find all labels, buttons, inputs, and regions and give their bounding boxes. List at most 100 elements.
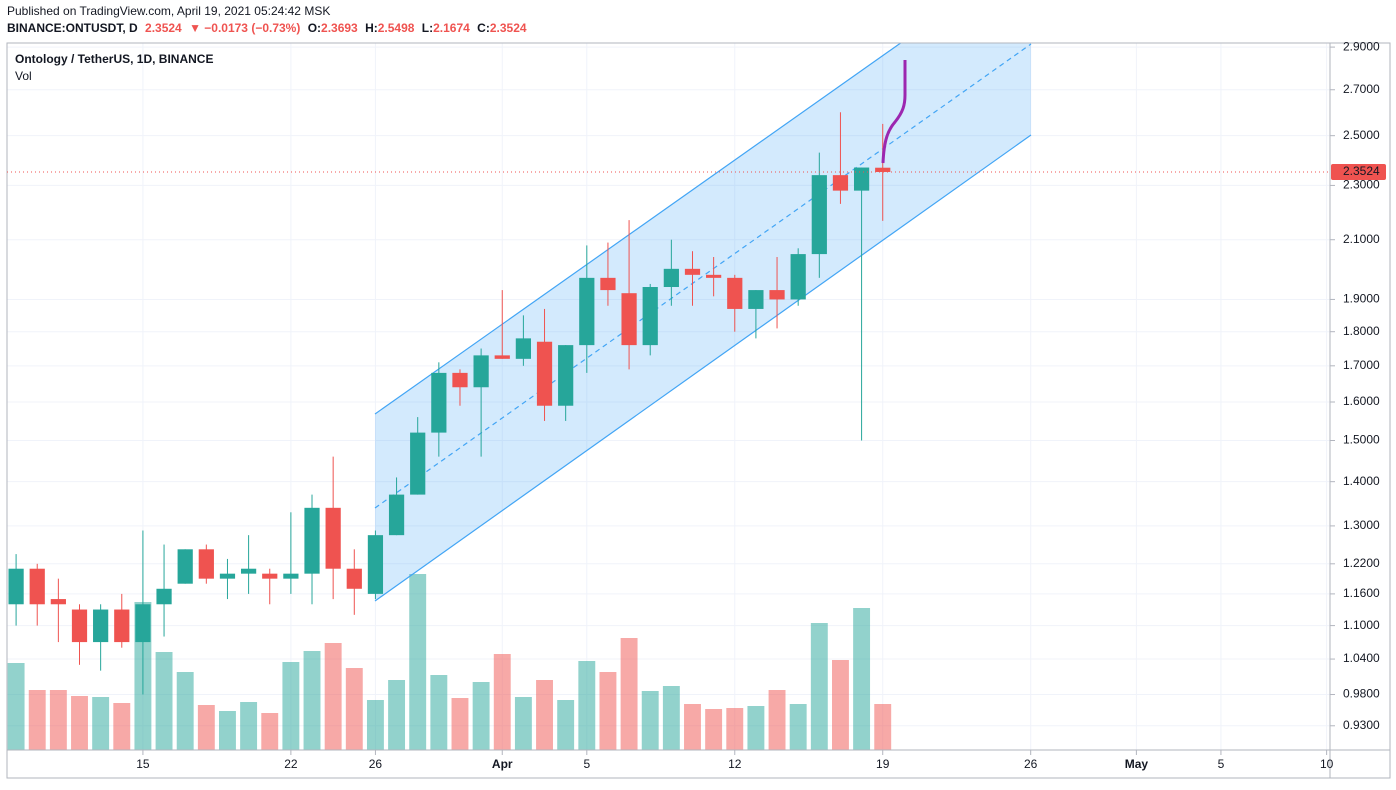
y-tick-label: 1.8000: [1343, 324, 1380, 338]
volume-bar: [451, 698, 469, 750]
x-tick-label: 19: [876, 757, 890, 771]
channel-lower: [374, 134, 1032, 602]
volume-bar: [261, 713, 279, 750]
volume-bar: [388, 680, 406, 750]
y-tick-label: 2.1000: [1343, 232, 1380, 246]
candle-body: [219, 573, 236, 579]
volume: [7, 574, 892, 750]
x-tick-label: 10: [1320, 757, 1334, 771]
volume-bar: [747, 706, 765, 750]
x-tick-label: Apr: [492, 757, 513, 771]
volume-bar: [557, 700, 575, 750]
volume-bar: [303, 651, 321, 750]
volume-bar: [49, 690, 67, 750]
last-price-badge: [1331, 163, 1386, 180]
volume-bar: [536, 680, 553, 750]
x-tick-label: 22: [284, 757, 298, 771]
volume-bar: [662, 686, 680, 750]
volume-bar: [197, 705, 215, 750]
candle-body: [29, 568, 45, 605]
volume-bar: [430, 675, 448, 750]
axes: 2.9000 2.7000 2.5000 2.3000 2.1000 1.9000 1.80…: [7, 39, 1386, 771]
y-tick-label: 1.1000: [1343, 618, 1380, 632]
y-tick-label: 2.3000: [1343, 178, 1380, 192]
volume-bar: [282, 662, 300, 750]
candle-body: [811, 175, 827, 255]
candle-body: [515, 338, 532, 359]
channel-middle: [374, 43, 1032, 509]
volume-bar: [768, 690, 786, 750]
volume-bar: [578, 661, 596, 750]
y-tick-label: 0.9300: [1343, 718, 1380, 732]
volume-bar: [514, 697, 532, 750]
candle-body: [579, 277, 595, 346]
volume-bar: [641, 691, 659, 750]
candle-body: [727, 277, 743, 309]
candle-body: [706, 274, 722, 278]
x-tick-label: May: [1125, 757, 1149, 771]
candle-body: [156, 588, 172, 605]
volume-bar: [324, 643, 342, 750]
volume-bar: [831, 660, 849, 750]
o-value: 2.3693: [321, 21, 358, 35]
volume-bar: [366, 700, 384, 750]
candle-body: [600, 277, 616, 291]
x-tick-label: 5: [583, 757, 590, 771]
candle-body: [283, 573, 299, 579]
candle-body: [769, 290, 785, 300]
volume-bar: [810, 623, 828, 750]
l-label: L:: [422, 21, 433, 35]
candle-body: [558, 345, 574, 406]
candle-body: [875, 167, 891, 172]
volume-bar: [409, 574, 427, 750]
y-tick-label: 1.4000: [1343, 474, 1380, 488]
o-label: O:: [308, 21, 321, 35]
symbol: BINANCE:ONTUSDT, D: [7, 21, 138, 35]
candle-body: [240, 568, 257, 574]
volume-bar: [853, 608, 871, 750]
volume-bar: [345, 668, 363, 750]
volume-bar: [113, 703, 131, 750]
candle-body: [431, 372, 447, 433]
y-tick-label: 1.3000: [1343, 518, 1380, 532]
candle-body: [304, 507, 320, 574]
header-line: BINANCE:ONTUSDT, D 2.3524 ▼ −0.0173 (−0.…: [7, 21, 527, 35]
candle-body: [853, 167, 870, 191]
y-tick-label: 2.5000: [1343, 128, 1380, 142]
candle-body: [325, 507, 341, 569]
published: Published on TradingView.com, April 19, …: [7, 4, 330, 18]
candle-body: [177, 549, 193, 584]
frame: [6, 42, 1391, 779]
channel-upper: [374, 43, 902, 415]
volume-legend: Vol: [15, 69, 32, 83]
y-tick-label: 2.9000: [1343, 39, 1380, 53]
legend-title: Ontology / TetherUS, 1D, BINANCE: [15, 52, 213, 66]
drawn-path: [881, 60, 907, 164]
volume-bar: [620, 638, 638, 750]
volume-bar: [472, 682, 490, 750]
volume-bar: [493, 654, 511, 750]
y-tick-label: 1.6000: [1343, 394, 1380, 408]
candle-body: [748, 290, 764, 309]
candle-body: [832, 175, 849, 191]
candle-body: [50, 599, 66, 605]
x-tick-label: 26: [369, 757, 383, 771]
x-tick-label: 12: [728, 757, 742, 771]
price: 2.3524: [145, 21, 182, 35]
volume-bar: [92, 697, 110, 750]
volume-bar: [874, 704, 892, 750]
y-tick-label: 0.9800: [1343, 687, 1380, 701]
candle-body: [198, 549, 214, 579]
volume-bar: [726, 708, 744, 750]
y-tick-label: 1.1600: [1343, 586, 1380, 600]
candle-body: [346, 568, 362, 589]
volume-bar: [240, 702, 258, 750]
candle-body: [663, 268, 679, 288]
y-tick-label: 1.9000: [1343, 292, 1380, 306]
candle-body: [536, 341, 553, 406]
candle-body: [790, 254, 806, 300]
candle-body: [473, 355, 489, 388]
candle-body: [642, 287, 658, 346]
candle-body: [494, 355, 510, 359]
grid: [7, 43, 1330, 750]
